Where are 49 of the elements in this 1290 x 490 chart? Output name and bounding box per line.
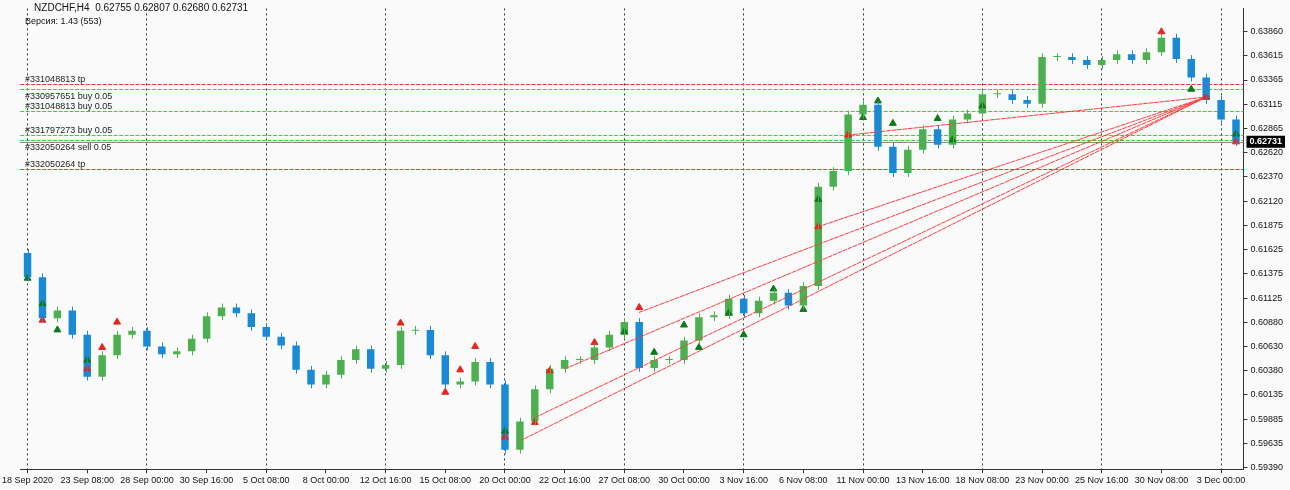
x-tick-label: 23 Sep 08:00	[60, 475, 115, 486]
x-tick-label: 11 Nov 00:00	[836, 475, 890, 486]
x-tick-label: 30 Sep 16:00	[179, 475, 234, 486]
x-tick-label: 25 Nov 16:00	[1074, 475, 1129, 486]
y-tick-label: 0.60880	[1250, 316, 1284, 327]
x-tick-label: 30 Oct 00:00	[658, 475, 710, 486]
y-tick-label: 0.61375	[1250, 268, 1284, 279]
ref-line-label: #331797273 buy 0.05	[25, 125, 113, 136]
ref-line-label: 0.62731	[1249, 136, 1283, 147]
chart-title: NZDCHF,H4 0.62755 0.62807 0.62680 0.62731	[34, 2, 249, 13]
x-tick-label: 3 Nov 16:00	[719, 475, 768, 486]
x-tick-label: 5 Oct 08:00	[243, 475, 290, 486]
x-tick-label: 27 Oct 08:00	[598, 475, 651, 486]
ref-line-label: #331048813 buy 0.05	[25, 100, 113, 111]
y-tick-label: 0.61625	[1250, 244, 1284, 254]
x-tick-label: 3 Dec 00:00	[1196, 475, 1246, 486]
y-tick-label: 0.63860	[1250, 26, 1284, 37]
x-tick-label: 8 Oct 00:00	[302, 475, 350, 486]
x-tick-label: 18 Nov 08:00	[955, 475, 1010, 486]
x-tick-label: 15 Oct 08:00	[419, 475, 472, 486]
y-tick-label: 0.63615	[1250, 50, 1284, 61]
ref-line-label: #330957651 buy 0.05	[25, 91, 113, 102]
ref-line-label: #331048813 tp	[25, 74, 86, 85]
y-tick-label: 0.60380	[1250, 365, 1284, 376]
y-tick-label: 0.59635	[1250, 437, 1284, 448]
y-tick-label: 0.60630	[1250, 340, 1284, 351]
ref-line-label: #332050264 sell 0.05	[25, 141, 112, 152]
y-tick-label: 0.62120	[1250, 195, 1284, 206]
text: Версия: 1.43 (553)	[25, 16, 102, 26]
x-tick-label: 30 Nov 08:00	[1134, 475, 1189, 486]
x-tick-label: 6 Nov 08:00	[779, 475, 828, 486]
x-tick-label: 18 Sep 2020	[2, 475, 54, 486]
y-tick-label: 0.59390	[1250, 461, 1284, 472]
ref-line-label: #332050264 tp	[25, 159, 86, 170]
x-tick-label: 12 Oct 16:00	[359, 475, 412, 486]
y-tick-label: 0.61875	[1250, 219, 1284, 230]
y-tick-label: 0.62620	[1250, 147, 1284, 158]
y-tick-label: 0.60135	[1250, 389, 1284, 400]
y-tick-label: 0.63115	[1250, 98, 1283, 109]
x-tick-label: 28 Sep 00:00	[120, 475, 174, 486]
y-tick-label: 0.62865	[1250, 123, 1284, 134]
y-tick-label: 0.63365	[1250, 74, 1284, 85]
x-tick-label: 22 Oct 16:00	[538, 475, 591, 486]
y-tick-label: 0.61125	[1250, 292, 1283, 303]
x-tick-label: 20 Oct 00:00	[479, 475, 531, 486]
y-tick-label: 0.59885	[1250, 413, 1284, 424]
x-tick-label: 13 Nov 16:00	[895, 475, 950, 486]
y-tick-label: 0.62370	[1250, 171, 1284, 182]
x-tick-label: 23 Nov 00:00	[1015, 475, 1069, 486]
